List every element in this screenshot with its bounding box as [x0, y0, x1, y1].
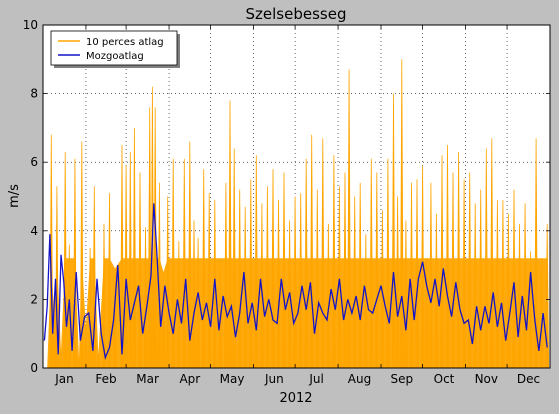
legend-box: [50, 30, 178, 66]
y-tick-label: 10: [23, 18, 38, 32]
y-axis-label: m/s: [7, 184, 22, 208]
x-tick-label: Oct: [434, 372, 455, 386]
x-axis-label: 2012: [279, 391, 312, 406]
x-tick-label: Dec: [517, 372, 540, 386]
legend-label-10-perces-atlag: 10 perces atlag: [86, 37, 164, 48]
x-tick-label: Nov: [475, 372, 498, 386]
x-tick-label: Mar: [136, 372, 159, 386]
x-tick-label: Jul: [308, 372, 323, 386]
y-tick-label: 8: [30, 87, 38, 101]
y-tick-label: 6: [30, 155, 38, 169]
x-tick-label: Jun: [264, 372, 284, 386]
x-tick-label: Feb: [95, 372, 116, 386]
series-layer: [43, 59, 550, 369]
plot-frame: [42, 24, 551, 369]
legend: 10 perces atlag Mozgoatlag: [50, 30, 180, 68]
chart-title: Szelsebesseg: [246, 5, 347, 23]
series-mozgoatlag-line: [43, 203, 548, 361]
tick-layer: 0 2 4 6 8 10 Jan Feb Mar Apr May Jun Jul Aug Sep Oct Nov…: [23, 18, 551, 386]
legend-label-mozgoatlag: Mozgoatlag: [86, 51, 144, 62]
y-tick-label: 4: [30, 224, 38, 238]
y-tick-label: 0: [30, 361, 38, 375]
x-tick-label: Aug: [348, 372, 371, 386]
x-tick-label: Jan: [54, 372, 74, 386]
x-tick-label: Apr: [179, 372, 200, 386]
y-tick-label: 2: [30, 292, 38, 306]
x-tick-label: May: [220, 372, 245, 386]
x-tick-label: Sep: [390, 372, 413, 386]
